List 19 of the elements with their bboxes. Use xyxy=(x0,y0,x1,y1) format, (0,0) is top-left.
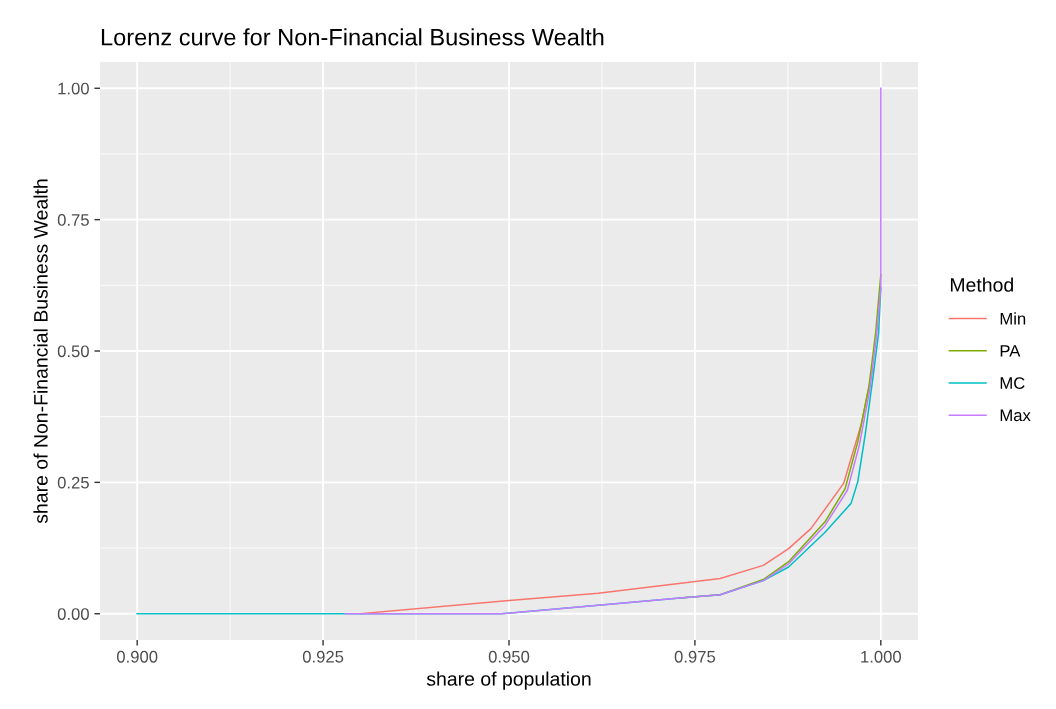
legend-label: MC xyxy=(1000,377,1025,389)
y-tick-label: 0.75 xyxy=(57,214,89,226)
y-tick-label: 0.00 xyxy=(57,608,89,620)
y-axis-title: share of Non-Financial Business Wealth xyxy=(33,179,48,524)
y-tick-label: 0.25 xyxy=(57,476,89,489)
y-tick-label: 1.00 xyxy=(58,82,89,95)
x-axis-title: share of population xyxy=(426,671,591,690)
y-tick-label: 0.50 xyxy=(57,345,89,358)
x-tick-label: 0.925 xyxy=(302,650,344,663)
x-tick-label: 0.900 xyxy=(116,650,158,663)
chart-title: Lorenz curve for Non-Financial Business Wealth xyxy=(101,28,604,46)
legend-label: Min xyxy=(1000,312,1026,325)
x-tick-label: 1.000 xyxy=(861,650,902,663)
x-tick-label: 0.950 xyxy=(488,650,530,663)
legend-title: Method xyxy=(950,277,1013,292)
line-series xyxy=(344,87,882,615)
legend-label: Max xyxy=(1000,409,1031,422)
x-tick-label: 0.975 xyxy=(674,650,716,663)
legend-label: PA xyxy=(1000,345,1021,357)
